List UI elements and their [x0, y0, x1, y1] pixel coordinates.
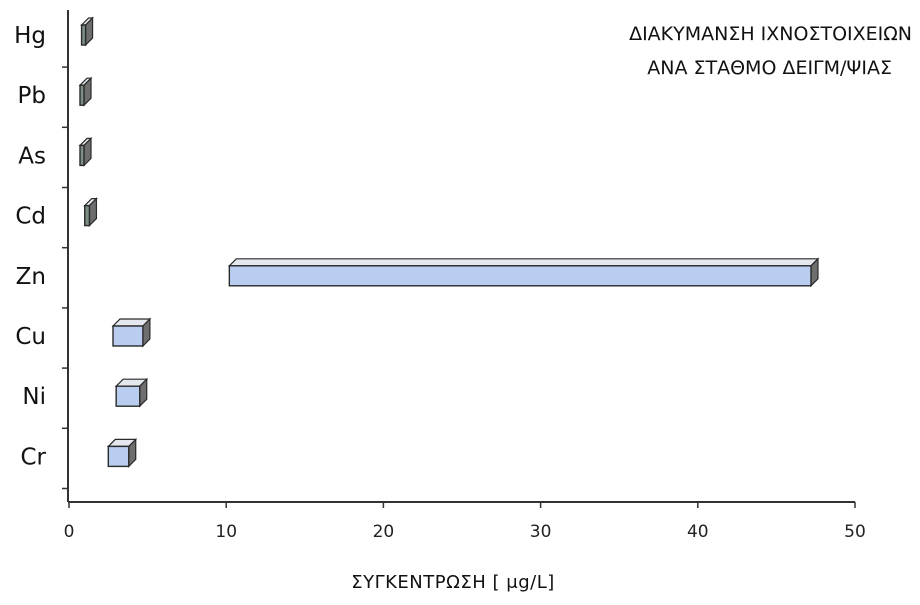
x-tick-label: 30 — [530, 522, 552, 542]
bar-hg — [80, 16, 95, 47]
bar-front-face — [107, 445, 130, 468]
category-label: As — [18, 143, 46, 169]
bar-front-face — [80, 24, 87, 46]
category-label: Zn — [16, 264, 46, 290]
x-tick-label: 20 — [373, 522, 395, 542]
category-label: Pb — [18, 83, 46, 109]
bar-ni — [114, 377, 149, 408]
bar-pb — [78, 76, 93, 107]
bar-as — [78, 136, 93, 167]
axes — [67, 10, 855, 503]
x-tick-label: 50 — [844, 522, 866, 542]
chart-title-line-2: ΑΝΑ ΣΤΑΘΜΟ ΔΕΙΓΜ/ΨΙΑΣ — [647, 57, 892, 79]
bar-front-face — [79, 144, 85, 167]
category-label: Hg — [14, 23, 46, 49]
axis-ticks — [62, 66, 856, 508]
chart-title-line-1: ΔΙΑΚΥΜΑΝΣΗ ΙΧΝΟΣΤΟΙΧΕΙΩΝ — [629, 23, 912, 45]
category-label: Ni — [22, 384, 46, 410]
bar-zn — [227, 257, 820, 288]
bar-front-face — [84, 204, 91, 227]
bar-top-face — [227, 258, 820, 267]
category-label: Cr — [20, 444, 46, 470]
x-axis-title: ΣΥΓΚΕΝΤΡΩΣΗ [ μg/L] — [351, 572, 555, 593]
bar-cu — [111, 317, 152, 348]
category-label: Cu — [15, 324, 46, 350]
bars — [78, 16, 820, 468]
x-tick-label: 10 — [215, 522, 237, 542]
x-tick-label: 0 — [64, 522, 75, 542]
category-label: Cd — [15, 204, 46, 230]
tick-labels: 0 10 20 30 40 50 Hg Pb As Cd Zn Cu Ni Cr — [14, 23, 866, 542]
bar-front-face — [115, 385, 141, 407]
bar-front-face — [228, 265, 812, 287]
x-tick-label: 40 — [687, 522, 709, 542]
bar-front-face — [79, 84, 85, 106]
bar-front-face — [112, 325, 144, 347]
bar-cr — [106, 437, 138, 468]
bar-cd — [83, 197, 98, 228]
